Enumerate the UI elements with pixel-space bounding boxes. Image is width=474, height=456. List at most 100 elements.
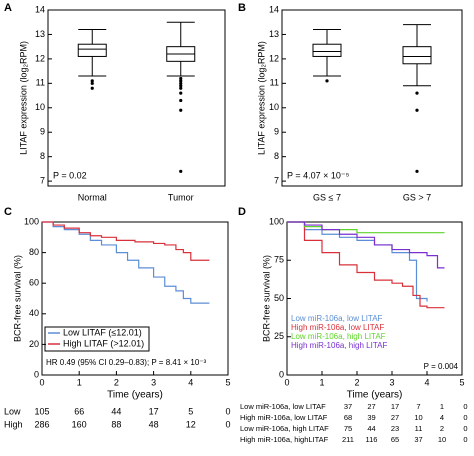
y-tick-label: 75 <box>274 255 284 265</box>
x-tick-label: 0 <box>39 377 44 387</box>
y-tick-label: 8 <box>40 151 45 161</box>
risk-count: 0 <box>225 419 230 429</box>
panel-label: D <box>238 206 246 218</box>
risk-count: 75 <box>344 424 352 433</box>
risk-row-label: Low miR-106a, high LITAF <box>240 424 329 433</box>
risk-count: 160 <box>72 419 87 429</box>
x-tick-label: GS ≤ 7 <box>313 192 341 202</box>
outlier <box>179 81 183 85</box>
risk-row-label: Low miR-106a, low LITAF <box>240 402 326 411</box>
y-axis-label: BCR-free survival (%) <box>261 255 271 342</box>
legend-label: High LITAF (>12.01) <box>63 338 144 348</box>
y-tick-label: 25 <box>274 331 284 341</box>
risk-row-label: Low <box>4 406 21 416</box>
risk-row-label: High <box>4 419 23 429</box>
legend-label: High miR-106a, low LITAF <box>291 323 384 332</box>
risk-count: 27 <box>367 402 375 411</box>
y-tick-label: 13 <box>269 29 279 39</box>
x-tick-label: 2 <box>114 377 119 387</box>
y-tick-label: 9 <box>40 127 45 137</box>
box <box>312 43 342 57</box>
annotation: P = 0.02 <box>53 170 87 180</box>
outlier <box>179 84 183 88</box>
risk-count: 0 <box>463 402 467 411</box>
risk-count: 88 <box>111 419 121 429</box>
outlier <box>179 76 183 81</box>
outlier <box>179 86 183 90</box>
y-tick-label: 0 <box>34 369 39 379</box>
annotation: P = 4.07 × 10⁻⁵ <box>287 170 350 180</box>
y-tick-label: 9 <box>274 127 279 137</box>
x-tick-label: 5 <box>225 377 230 387</box>
y-tick-label: 100 <box>24 216 39 226</box>
panel-label: A <box>4 2 12 14</box>
outlier <box>415 108 419 112</box>
risk-count: 2 <box>440 424 444 433</box>
y-tick-label: 14 <box>269 4 279 14</box>
outlier <box>179 108 183 112</box>
x-tick-label: 2 <box>354 377 359 387</box>
y-tick-label: 0 <box>279 369 284 379</box>
panel-label: C <box>4 206 12 218</box>
risk-count: 286 <box>34 419 49 429</box>
y-tick-label: 7 <box>274 175 279 185</box>
legend-label: High miR-106a, high LITAF <box>291 341 387 350</box>
y-tick-label: 8 <box>274 151 279 161</box>
y-axis-label: BCR-free survival (%) <box>12 255 22 342</box>
risk-row-label: High miR-106a, highLITAF <box>240 435 329 444</box>
y-axis-label: LITAF expression (log₂RPM) <box>256 41 266 155</box>
risk-count: 0 <box>463 435 467 444</box>
risk-count: 0 <box>225 406 230 416</box>
risk-count: 66 <box>74 406 84 416</box>
outlier <box>90 79 94 83</box>
box <box>402 46 432 65</box>
x-tick-label: 1 <box>77 377 82 387</box>
x-tick-label: Tumor <box>168 192 194 202</box>
y-tick-label: 7 <box>40 175 45 185</box>
risk-count: 11 <box>415 424 423 433</box>
plot-frame <box>281 9 463 187</box>
legend-label: Low miR-106a, low LITAF <box>291 314 383 323</box>
risk-count: 23 <box>391 424 399 433</box>
risk-count: 68 <box>344 413 352 422</box>
y-tick-label: 13 <box>35 29 45 39</box>
legend-label: Low miR-106a, high LITAF <box>291 332 386 341</box>
risk-count: 1 <box>440 402 444 411</box>
annotation: HR 0.49 (95% CI 0.29–0.83); P = 8.41 × 1… <box>46 358 207 367</box>
annotation: P = 0.004 <box>424 362 459 371</box>
x-tick-label: 4 <box>188 377 193 387</box>
risk-count: 211 <box>342 435 354 444</box>
y-tick-label: 12 <box>269 53 279 63</box>
y-tick-label: 12 <box>35 53 45 63</box>
x-tick-label: 3 <box>151 377 156 387</box>
x-tick-label: Normal <box>78 192 107 202</box>
risk-count: 0 <box>463 424 467 433</box>
risk-count: 17 <box>149 406 159 416</box>
y-axis-label: LITAF expression (log₂RPM) <box>18 41 28 155</box>
y-tick-label: 80 <box>29 247 39 257</box>
outlier <box>415 169 419 173</box>
risk-count: 27 <box>391 413 399 422</box>
x-tick-label: 0 <box>284 377 289 387</box>
risk-count: 44 <box>111 406 121 416</box>
risk-count: 0 <box>463 413 467 422</box>
risk-count: 10 <box>414 413 422 422</box>
y-tick-label: 60 <box>29 278 39 288</box>
outlier <box>90 81 94 85</box>
risk-count: 116 <box>366 435 378 444</box>
x-tick-label: 3 <box>389 377 394 387</box>
risk-row-label: High miR-106a, low LITAF <box>240 413 328 422</box>
risk-count: 44 <box>367 424 375 433</box>
risk-count: 37 <box>344 402 352 411</box>
x-tick-label: GS > 7 <box>403 192 431 202</box>
x-tick-label: 1 <box>319 377 324 387</box>
survival-curve <box>287 221 445 269</box>
outlier <box>179 169 183 173</box>
outlier <box>179 79 183 83</box>
risk-count: 17 <box>391 402 399 411</box>
legend-label: Low LITAF (≤12.01) <box>63 327 142 337</box>
risk-count: 65 <box>391 435 399 444</box>
plot-frame <box>41 221 229 376</box>
plot-frame <box>47 9 226 187</box>
